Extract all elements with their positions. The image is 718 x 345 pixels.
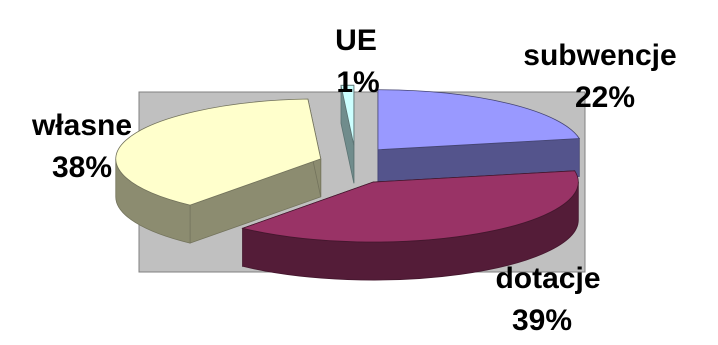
label-percent-subwencje: 22% <box>575 81 635 114</box>
label-percent-ue: 1% <box>336 66 379 99</box>
slice-3-top <box>340 84 355 146</box>
slice-2-top <box>115 98 322 206</box>
label-percent-dotacje: 39% <box>512 304 572 337</box>
slice-1-top <box>241 170 579 243</box>
label-name-wlasne: własne <box>31 109 132 142</box>
slice-0-top <box>377 89 581 151</box>
label-name-subwencje: subwencje <box>523 39 676 72</box>
pie-slices <box>115 84 581 281</box>
label-percent-wlasne: 38% <box>52 151 112 184</box>
label-name-dotacje: dotacje <box>495 262 600 295</box>
label-name-ue: UE <box>335 24 377 57</box>
slice-labels: subwencje 22% dotacje 39% własne 38% UE … <box>31 24 677 337</box>
